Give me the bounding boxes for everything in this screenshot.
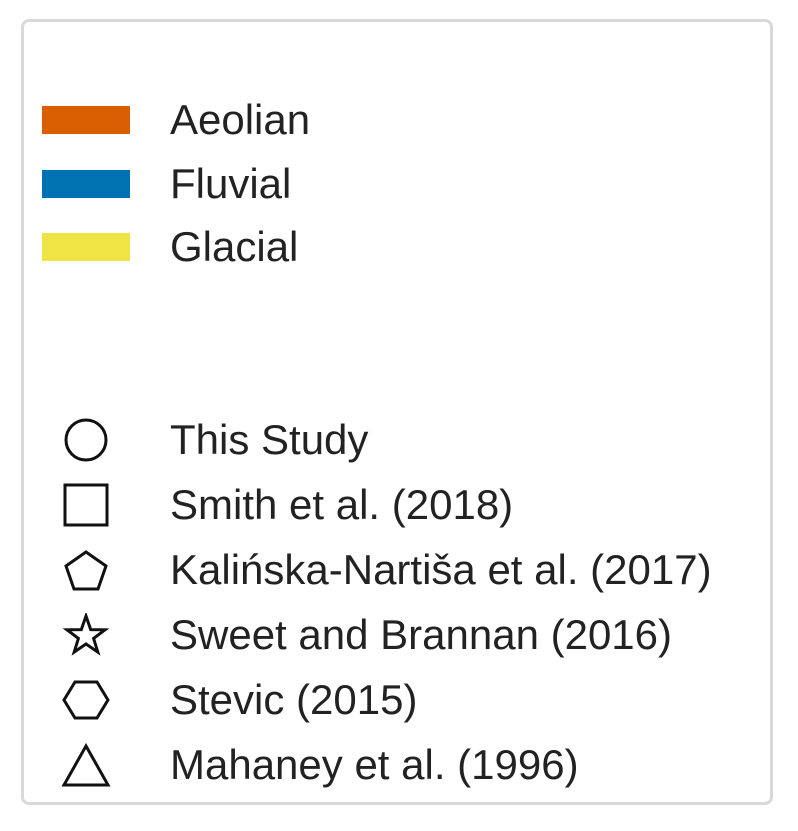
glacial-swatch [42, 233, 130, 261]
legend-item-mahaney-1996: Mahaney et al. (1996) [0, 733, 760, 797]
legend-item-fluvial: Fluvial [0, 152, 760, 216]
legend-label-aeolian: Aeolian [170, 96, 311, 143]
legend-item-this-study: This Study [0, 408, 760, 472]
legend-item-aeolian: Aeolian [0, 88, 760, 152]
fluvial-swatch [42, 170, 130, 198]
legend-label-this-study: This Study [170, 416, 369, 463]
legend-item-sweet-2016: Sweet and Brannan (2016) [0, 603, 760, 667]
pentagon-marker-icon [64, 550, 108, 591]
legend-label-fluvial: Fluvial [170, 160, 292, 207]
star-marker-icon [62, 613, 110, 656]
legend-label-mahaney-1996: Mahaney et al. (1996) [170, 741, 579, 788]
legend-item-glacial: Glacial [0, 215, 760, 279]
circle-marker-icon [64, 418, 108, 462]
aeolian-swatch [42, 106, 130, 134]
legend-item-kalinska-2017: Kalińska-Nartiša et al. (2017) [0, 538, 760, 602]
square-marker-icon [63, 483, 109, 527]
legend-label-stevic-2015: Stevic (2015) [170, 676, 418, 723]
hexagon-marker-icon [62, 680, 110, 720]
legend-item-stevic-2015: Stevic (2015) [0, 668, 760, 732]
legend-item-smith-2018: Smith et al. (2018) [0, 473, 760, 537]
legend-label-kalinska-2017: Kalińska-Nartiša et al. (2017) [170, 546, 712, 593]
triangle-marker-icon [61, 743, 111, 787]
legend-frame [21, 19, 773, 805]
legend-label-smith-2018: Smith et al. (2018) [170, 481, 514, 528]
legend-label-sweet-2016: Sweet and Brannan (2016) [170, 611, 673, 658]
legend-label-glacial: Glacial [170, 223, 299, 270]
